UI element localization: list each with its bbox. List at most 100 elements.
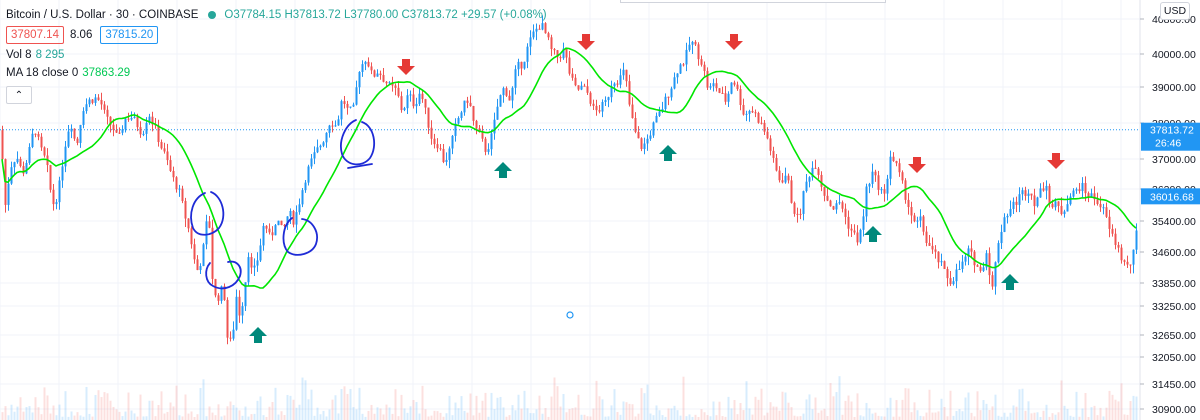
volume-bar [340,389,343,420]
volume-bar [676,410,679,420]
volume-bar [256,400,259,420]
buy-price-button[interactable]: 37815.20 [100,26,159,44]
volume-bar [1102,416,1105,420]
candles [1,15,1138,345]
candle-body [64,146,67,167]
hand-drawn-circle[interactable] [282,217,318,256]
volume-bar [1120,383,1123,420]
volume-bar [1108,390,1111,420]
up-arrow-3[interactable] [659,145,677,161]
volume-bar [175,385,178,420]
candle-body [946,269,949,279]
ma-label[interactable]: MA 18 close 0 [6,67,79,79]
volume-bar [499,396,502,420]
volume-bar [670,408,673,420]
volume-bar [553,377,556,420]
candle-body [316,147,319,153]
volume-bar [469,393,472,420]
volume-bar [178,415,181,420]
candle-body [853,230,856,233]
candle-body [1108,216,1111,229]
volume-bar [31,412,34,420]
candle-body [73,128,76,139]
volume-bar [703,412,706,420]
candle-body [781,180,784,183]
volume-bar [190,411,193,420]
volume-bar [1081,408,1084,420]
volume-bar [943,407,946,420]
candle-body [346,103,349,108]
volume-bar [352,407,355,420]
candle-body [1060,205,1063,215]
volume-bar [1012,405,1015,420]
down-arrow-3[interactable] [725,34,743,50]
candle-body [274,225,277,236]
candle-body [919,216,922,221]
volume-bar [487,416,490,420]
candle-body [262,225,265,246]
candle-body [127,118,130,120]
volume-bar [874,412,877,420]
candle-body [784,175,787,183]
volume-bar [562,394,565,420]
volume-bar [886,407,889,420]
up-arrow-2[interactable] [494,162,512,178]
collapse-legend-button[interactable]: ⌃ [6,86,32,104]
hand-drawn-circle[interactable] [347,163,373,169]
symbol-title[interactable]: Bitcoin / U.S. Dollar · 30 · COINBASE [6,9,199,21]
volume-bar [814,397,817,420]
down-arrow-2[interactable] [577,34,595,50]
volume-bar [889,397,892,420]
volume-bar [1021,388,1024,420]
volume-bar [1048,416,1051,420]
down-arrow-5[interactable] [1047,153,1065,169]
volume-bar [769,402,772,420]
currency-button[interactable]: USD [1160,2,1190,20]
up-arrow-1[interactable] [249,327,267,343]
sell-price-button[interactable]: 37807.14 [6,26,64,44]
candle-body [802,191,805,214]
volume-label[interactable]: Vol 8 [6,49,32,61]
candle-body [277,220,280,226]
volume-bar [880,416,883,420]
candle-body [10,167,13,184]
volume-bar [754,396,757,420]
candle-body [463,100,466,113]
volume-bar [526,408,529,420]
candle-body [856,232,859,243]
volume-bar [322,410,325,420]
volume-bar [586,416,589,420]
candle-body [727,93,730,102]
hand-drawn-circle[interactable] [190,191,225,236]
candle-body [658,111,661,116]
volume-bar [304,380,307,420]
down-arrow-4[interactable] [908,157,926,173]
volume-bar [496,397,499,420]
volume-bar [1135,396,1138,420]
candle-body [178,188,181,190]
candle-body [529,37,532,47]
candle-body [556,50,559,58]
drawings[interactable] [190,34,1065,343]
up-arrow-5[interactable] [1001,274,1019,290]
price-axis[interactable] [1140,0,1200,420]
price-axis-label: 34600.00 [1152,247,1196,259]
volume-bar [556,386,559,420]
volume-bar [598,396,601,420]
down-arrow-1[interactable] [397,59,415,75]
hand-drawn-circle[interactable] [205,260,242,290]
candle-body [430,127,433,139]
candle-body [145,122,148,134]
hand-drawn-circle[interactable] [340,119,376,166]
volume-bar [436,411,439,420]
volume-bar [679,415,682,420]
up-arrow-4[interactable] [864,226,882,242]
candle-body [67,131,70,147]
volume-bar [82,416,85,420]
candle-body [184,200,187,219]
candle-body [256,260,259,266]
volume-bar [742,410,745,420]
volume-bar [982,400,985,420]
